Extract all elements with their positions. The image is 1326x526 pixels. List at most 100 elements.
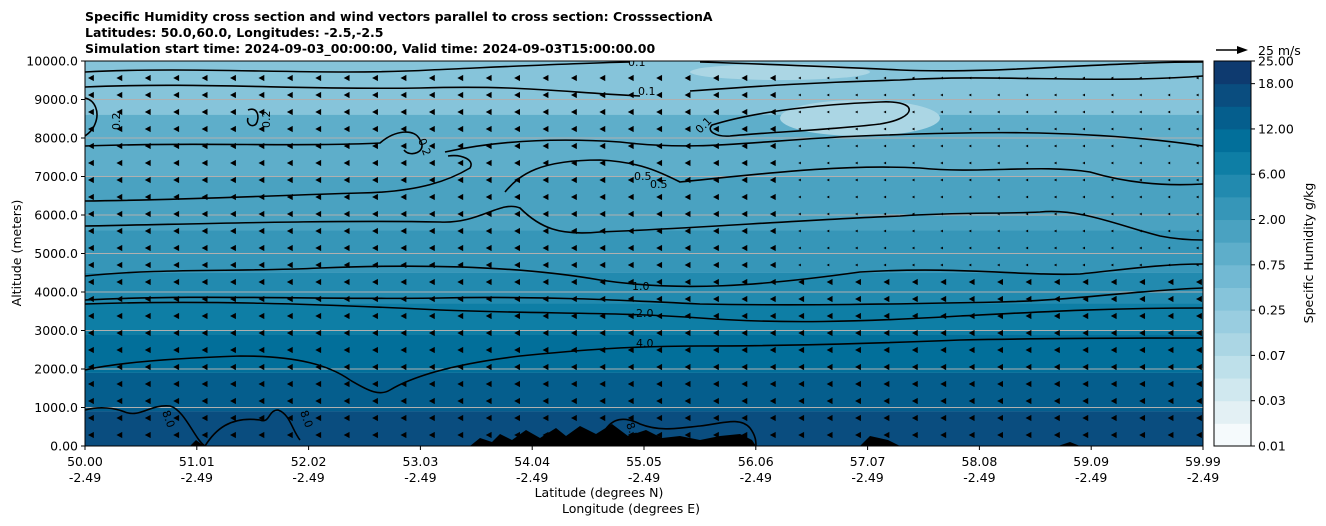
wind-vector	[627, 431, 634, 439]
wind-vector	[1139, 76, 1142, 80]
wind-vector	[230, 244, 236, 252]
wind-vector	[88, 210, 94, 218]
wind-vector	[1025, 278, 1032, 286]
wind-vector	[116, 125, 123, 133]
wind-vector	[1082, 195, 1085, 199]
wind-vector	[855, 312, 861, 320]
wind-vector	[315, 227, 322, 235]
wind-vector	[855, 110, 858, 114]
wind-vector	[201, 346, 208, 354]
y-tick-label: 0.00	[50, 439, 78, 454]
wind-vector	[769, 210, 776, 218]
wind-vector	[1082, 127, 1085, 131]
contour-line-0.1-top	[85, 61, 1203, 73]
wind-vector	[1167, 278, 1174, 286]
wind-vector	[400, 431, 407, 439]
colorbar-tick-label: 0.01	[1258, 439, 1286, 454]
wind-vector	[741, 244, 748, 252]
wind-vector	[968, 346, 975, 354]
wind-vector	[173, 397, 180, 405]
wind-vector	[1196, 380, 1202, 388]
wind-vector	[855, 278, 861, 286]
wind-vector	[1082, 246, 1085, 250]
wind-vector	[883, 76, 887, 80]
wind-vector	[997, 363, 1003, 371]
wind-vector	[656, 244, 663, 252]
wind-vector	[968, 178, 972, 182]
wind-vector	[968, 312, 975, 320]
wind-vector	[343, 193, 350, 201]
wind-vector	[1082, 178, 1085, 182]
wind-vector	[514, 125, 521, 133]
wind-vector	[514, 431, 521, 439]
wind-vector	[1053, 178, 1057, 182]
wind-vector	[911, 295, 918, 303]
wind-vector	[713, 244, 719, 252]
wind-vector	[656, 329, 663, 337]
wind-vector	[315, 244, 322, 252]
wind-vector	[173, 278, 180, 286]
wind-vector	[173, 414, 180, 422]
x-tick-label-lat: 57.07	[850, 454, 886, 469]
wind-vector	[258, 431, 265, 439]
wind-vector	[201, 159, 208, 167]
wind-vector	[1025, 144, 1029, 148]
wind-vector	[684, 159, 691, 167]
wind-vector	[514, 380, 521, 388]
x-tick-label-lat: 59.99	[1185, 454, 1221, 469]
wind-vector	[258, 210, 265, 218]
wind-vector	[599, 193, 606, 201]
wind-vector	[88, 278, 94, 286]
colorbar-tick-label: 0.07	[1258, 348, 1286, 363]
wind-vector	[684, 261, 691, 269]
wind-vector	[428, 108, 435, 116]
wind-vector	[400, 227, 407, 235]
wind-vector	[485, 193, 492, 201]
colorbar-segment	[1214, 242, 1251, 266]
contour-line-0.2	[85, 131, 1203, 155]
wind-vector	[485, 329, 492, 337]
wind-vector	[1110, 178, 1114, 182]
wind-vector	[400, 176, 407, 184]
wind-vector	[88, 261, 94, 269]
wind-vector	[997, 263, 1000, 267]
wind-vector	[1110, 380, 1117, 388]
wind-vector	[769, 397, 776, 405]
wind-vector	[1025, 178, 1029, 182]
wind-vector	[372, 295, 378, 303]
wind-vector	[997, 278, 1003, 286]
wind-vector	[372, 91, 378, 99]
wind-vector	[457, 210, 464, 218]
wind-vector	[627, 125, 634, 133]
wind-vector	[485, 363, 492, 371]
wind-vector	[1196, 397, 1202, 405]
wind-vector	[769, 125, 776, 133]
wind-vector	[1110, 431, 1117, 439]
wind-vector	[144, 244, 151, 252]
wind-vector	[144, 176, 151, 184]
wind-vector	[1139, 363, 1146, 371]
wind-vector	[343, 74, 350, 82]
wind-vector	[656, 74, 663, 82]
wind-vector	[940, 263, 943, 267]
wind-vector	[201, 278, 208, 286]
wind-vector	[741, 108, 748, 116]
wind-vector	[798, 76, 801, 80]
wind-vector	[911, 161, 915, 165]
wind-vector	[485, 312, 492, 320]
wind-vector	[1025, 229, 1029, 233]
x-tick-label-lon: -2.49	[740, 470, 772, 485]
wind-vector	[116, 312, 123, 320]
wind-vector	[88, 431, 94, 439]
wind-vector	[627, 244, 634, 252]
wind-vector	[684, 91, 691, 99]
wind-vector	[798, 144, 801, 148]
wind-vector	[997, 178, 1000, 182]
wind-vector	[570, 193, 577, 201]
wind-vector	[230, 346, 236, 354]
wind-vector	[1139, 380, 1146, 388]
wind-vector	[400, 91, 407, 99]
y-tick-label: 10000.0	[26, 54, 78, 69]
wind-vector	[1110, 93, 1114, 97]
wind-vector	[769, 176, 776, 184]
